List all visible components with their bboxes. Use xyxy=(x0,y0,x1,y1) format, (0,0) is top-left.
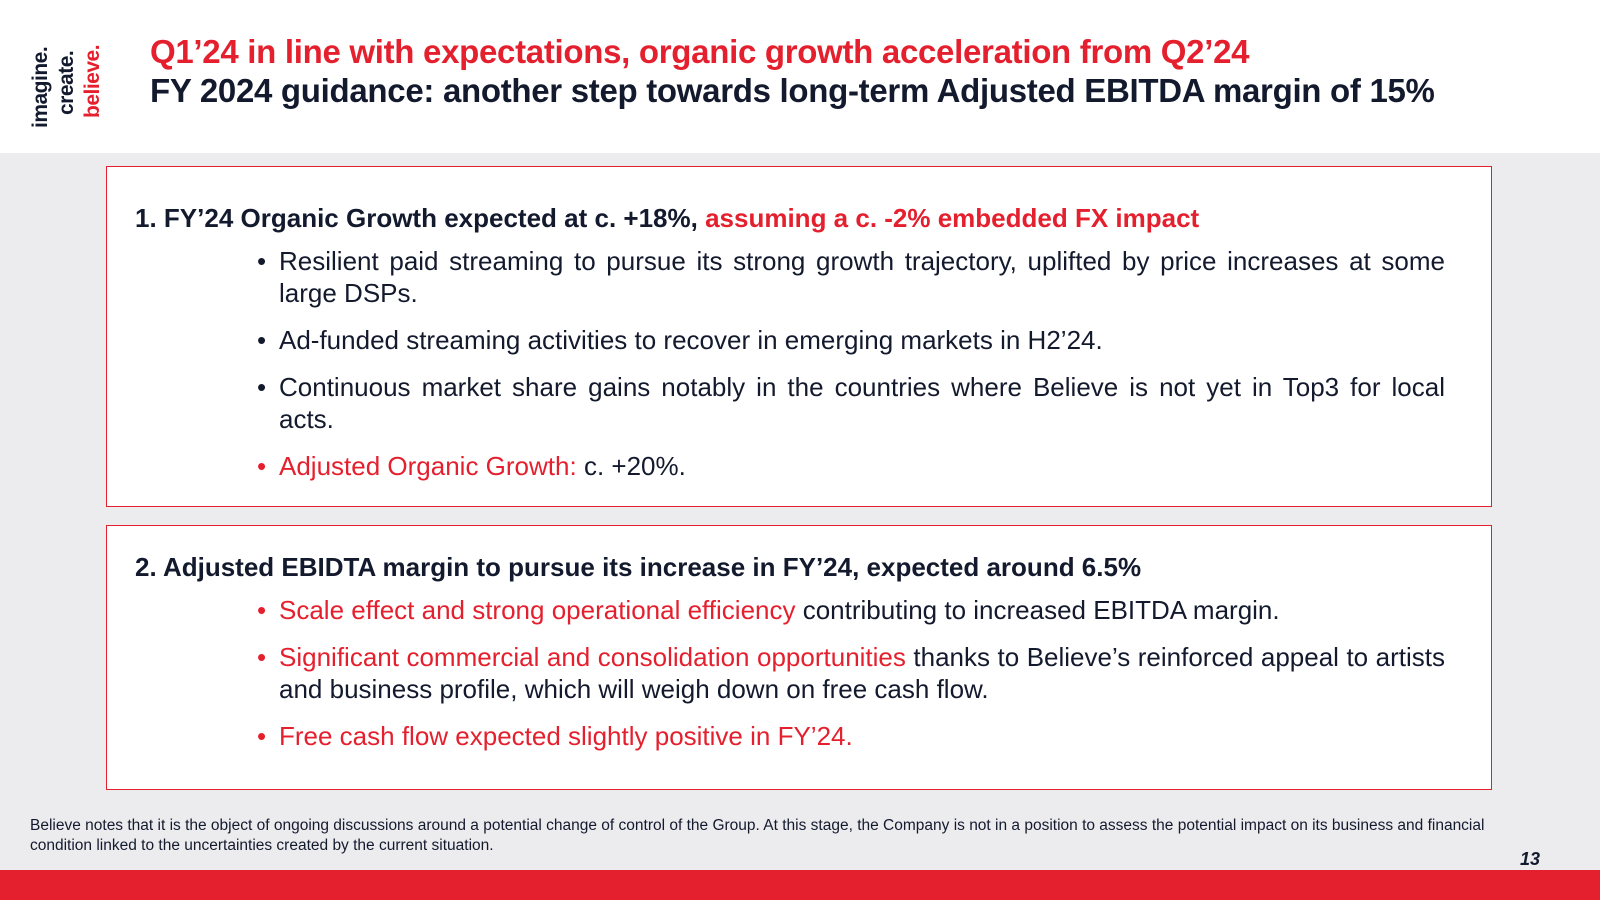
page-number: 13 xyxy=(1520,849,1541,869)
ebitda-bullets: • Scale effect and strong operational eff… xyxy=(257,594,1445,767)
bullet-dot: • xyxy=(257,372,267,402)
disclaimer-footnote: Believe notes that it is the object of o… xyxy=(30,817,1485,854)
bullet-dot: • xyxy=(257,246,267,276)
organic-growth-bullets: • Resilient paid streaming to pursue its … xyxy=(257,245,1445,497)
bullet-dot: • xyxy=(257,595,267,625)
section-heading-highlight: assuming a c. -2% embedded FX impact xyxy=(705,203,1200,233)
bullet-highlight: Free cash flow expected slightly positiv… xyxy=(279,721,853,751)
bullet-text: contributing to increased EBITDA margin. xyxy=(802,595,1280,625)
bullet-text: Resilient paid streaming to pursue its s… xyxy=(279,246,1445,308)
list-item: • Resilient paid streaming to pursue its … xyxy=(257,245,1445,309)
bullet-dot: • xyxy=(257,325,267,355)
section-heading-ebitda: 2. Adjusted EBIDTA margin to pursue its … xyxy=(135,552,1142,582)
bullet-text: thanks to Believe’s reinforced appeal to… xyxy=(279,642,1445,704)
slide-subtitle: FY 2024 guidance: another step towards l… xyxy=(150,72,1435,109)
footer-accent-bar xyxy=(0,870,1600,900)
slide-header: imagine. create. believe. Q1’24 in line … xyxy=(0,0,1600,153)
bullet-dot: • xyxy=(257,451,267,481)
logo-line-believe: believe. xyxy=(81,44,104,118)
believe-logo: imagine. create. believe. xyxy=(28,24,106,132)
logo-line-create: create. xyxy=(55,50,78,115)
bullet-highlight: Adjusted Organic Growth: xyxy=(279,451,577,481)
ebitda-margin-section: 2. Adjusted EBIDTA margin to pursue its … xyxy=(106,525,1492,790)
list-item: • Free cash flow expected slightly positi… xyxy=(257,720,1445,752)
section-number: 1. xyxy=(135,203,157,233)
bullet-dot: • xyxy=(257,642,267,672)
bullet-highlight: Scale effect and strong operational effi… xyxy=(279,595,796,625)
section-heading-organic-growth: 1. FY’24 Organic Growth expected at c. +… xyxy=(135,203,1199,234)
bullet-text: c. +20%. xyxy=(583,451,686,481)
bullet-dot: • xyxy=(257,721,267,751)
list-item: • Adjusted Organic Growth: c. +20%. xyxy=(257,450,1445,482)
list-item: • Scale effect and strong operational eff… xyxy=(257,594,1445,626)
slide-title: Q1’24 in line with expectations, organic… xyxy=(150,33,1250,70)
list-item: • Ad-funded streaming activities to recov… xyxy=(257,324,1445,356)
bullet-text: Continuous market share gains notably in… xyxy=(279,372,1445,434)
list-item: • Continuous market share gains notably i… xyxy=(257,371,1445,435)
logo-line-imagine: imagine. xyxy=(29,46,52,128)
section-heading-dark: FY’24 Organic Growth expected at c. +18%… xyxy=(163,203,698,233)
list-item: • Significant commercial and consolidatio… xyxy=(257,641,1445,705)
bullet-highlight: Significant commercial and consolidation… xyxy=(279,642,906,672)
organic-growth-section: 1. FY’24 Organic Growth expected at c. +… xyxy=(106,166,1492,507)
bullet-text: Ad-funded streaming activities to recove… xyxy=(279,325,1103,355)
